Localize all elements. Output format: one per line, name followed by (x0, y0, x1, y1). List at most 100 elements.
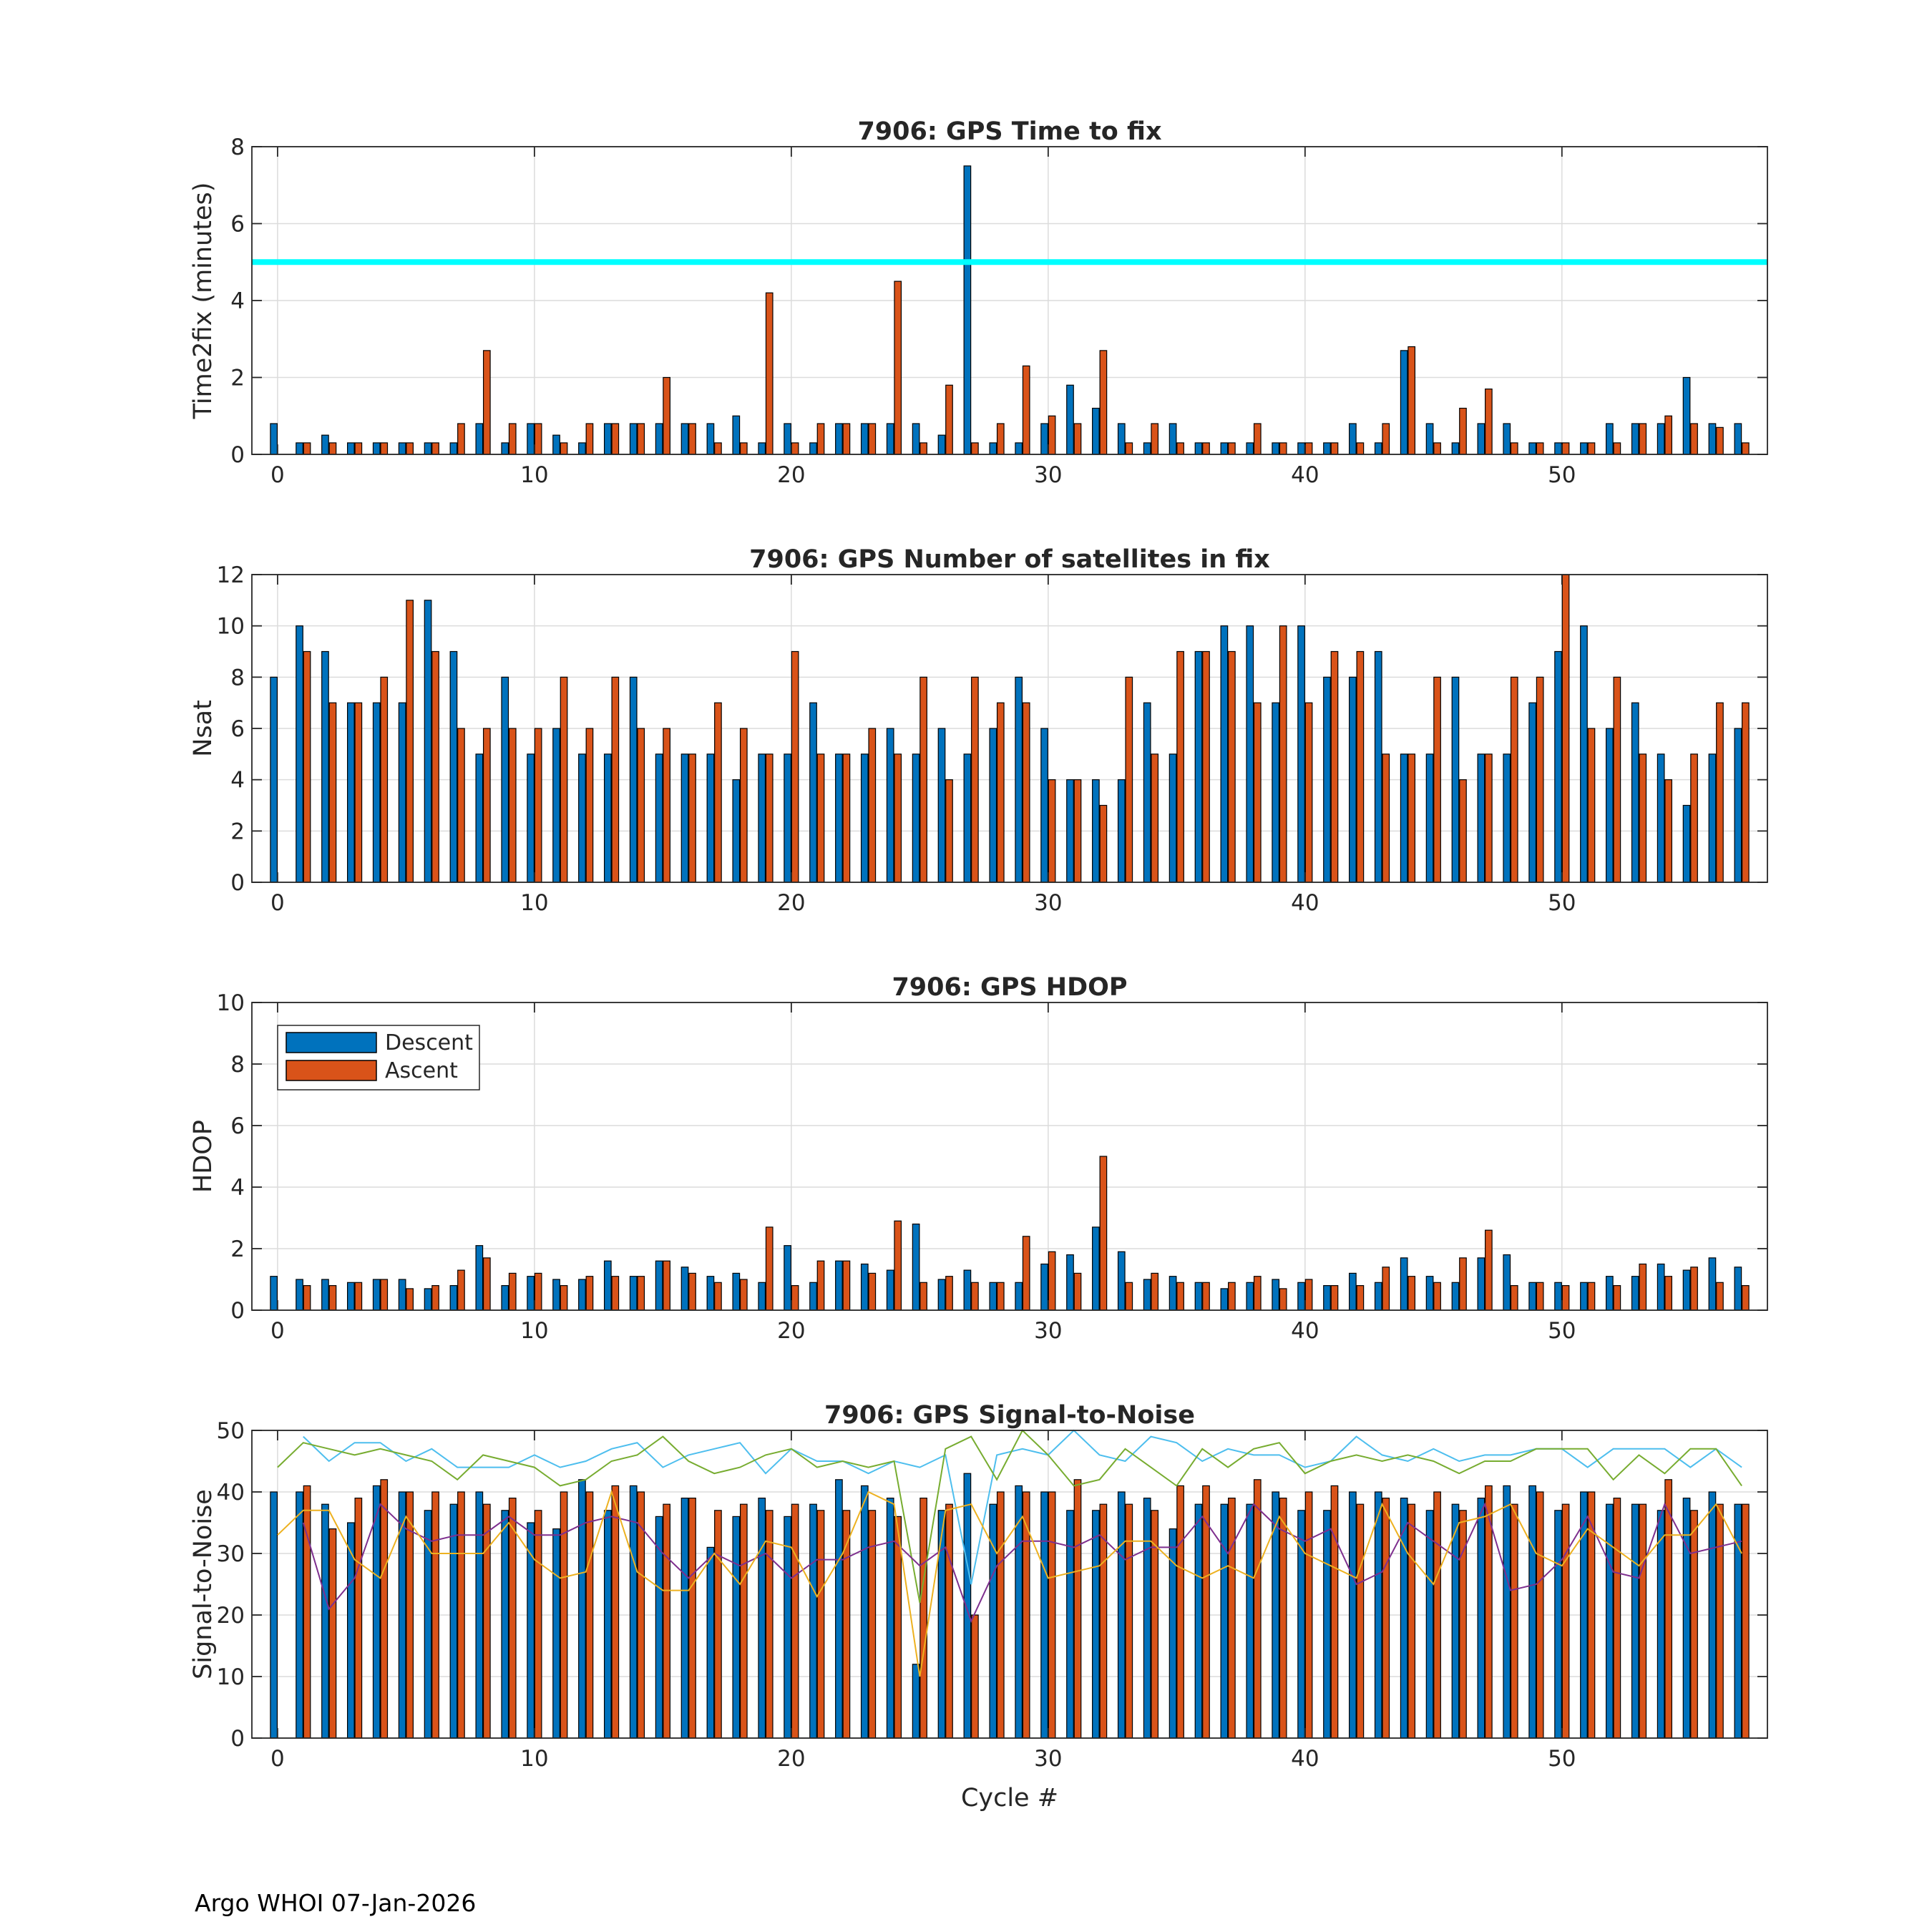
bar-descent (629, 423, 638, 455)
bar-descent (1297, 442, 1305, 455)
bar-ascent (894, 1220, 902, 1311)
bar-descent (1194, 1503, 1203, 1739)
bar-ascent (1690, 1267, 1698, 1311)
bar-descent (784, 1245, 791, 1311)
bar-descent (1400, 1257, 1408, 1311)
bar-descent (1528, 1485, 1537, 1739)
bar-descent (449, 650, 458, 883)
bar-descent (1657, 423, 1665, 455)
bar-descent (1708, 423, 1717, 455)
bar-ascent (534, 1272, 542, 1311)
bar-descent (1117, 1251, 1126, 1311)
bar-descent (835, 1479, 843, 1739)
bar-descent (1220, 1503, 1229, 1739)
bar-descent (1400, 753, 1408, 883)
bar-ascent (1330, 442, 1339, 455)
bar-ascent (1613, 442, 1621, 455)
bar-descent (886, 1498, 894, 1739)
bar-ascent (1304, 702, 1313, 883)
bar-ascent (406, 442, 414, 455)
bar-descent (527, 423, 535, 455)
bar-descent (296, 1491, 303, 1739)
bar-ascent (1407, 753, 1416, 883)
chart-title: 7906: GPS Number of satellites in fix (749, 545, 1270, 574)
bar-ascent (637, 728, 645, 883)
bar-descent (501, 1510, 509, 1739)
bar-descent (1580, 1491, 1588, 1739)
bar-descent (886, 423, 894, 455)
x-tick-label: 40 (1291, 462, 1319, 488)
bar-descent (1297, 1282, 1305, 1311)
bar-ascent (714, 1510, 722, 1739)
bar-descent (989, 1282, 997, 1311)
y-tick-label: 4 (230, 288, 245, 314)
bar-ascent (534, 423, 542, 455)
bar-ascent (868, 1510, 877, 1739)
bar-descent (1554, 442, 1562, 455)
bar-descent (346, 702, 355, 883)
y-axis-label: Time2fix (minutes) (189, 182, 218, 420)
bar-ascent (816, 1260, 825, 1311)
bar-descent (1169, 1276, 1177, 1311)
bar-ascent (380, 1479, 389, 1739)
x-tick-label: 0 (270, 1318, 285, 1344)
bar-descent (835, 1260, 843, 1311)
bar-descent (424, 600, 432, 883)
bar-ascent (1022, 1236, 1030, 1311)
bar-descent (296, 442, 303, 455)
bar-descent (989, 442, 997, 455)
bar-ascent (1022, 365, 1030, 455)
bar-ascent (534, 1510, 542, 1739)
bar-descent (1425, 1510, 1434, 1739)
bar-descent (1040, 728, 1048, 883)
bar-descent (1528, 702, 1537, 883)
bar-descent (346, 1522, 355, 1739)
bar-ascent (945, 1503, 953, 1739)
bar-ascent (1202, 1282, 1210, 1311)
bar-ascent (1125, 1503, 1133, 1739)
bar-ascent (1690, 753, 1698, 883)
bar-descent (1040, 423, 1048, 455)
bar-ascent (431, 1284, 439, 1311)
bar-descent (1554, 1282, 1562, 1311)
bar-ascent (1022, 1491, 1030, 1739)
bar-ascent (1407, 1503, 1416, 1739)
bar-ascent (971, 442, 979, 455)
bar-ascent (1099, 1156, 1108, 1311)
bar-ascent (1304, 442, 1313, 455)
bar-descent (758, 1282, 766, 1311)
bar-ascent (868, 728, 877, 883)
bar-ascent (1279, 1288, 1287, 1311)
bar-ascent (482, 728, 491, 883)
bar-ascent (508, 1498, 517, 1739)
bar-descent (501, 1284, 509, 1311)
legend-label-descent: Descent (385, 1030, 473, 1055)
bar-descent (1631, 702, 1639, 883)
bar-ascent (1356, 1284, 1365, 1311)
bar-ascent (560, 676, 568, 883)
y-tick-label: 10 (217, 990, 245, 1016)
bar-ascent (303, 650, 311, 883)
bar-descent (706, 753, 715, 883)
bar-ascent (663, 728, 670, 883)
bar-ascent (1459, 1257, 1467, 1311)
bar-descent (758, 1498, 766, 1739)
bar-ascent (1382, 423, 1390, 455)
bar-ascent (714, 702, 722, 883)
bar-descent (1708, 1491, 1717, 1739)
x-tick-label: 50 (1548, 1746, 1576, 1772)
bar-ascent (303, 442, 311, 455)
bar-ascent (1587, 442, 1596, 455)
bar-ascent (1279, 442, 1287, 455)
x-tick-label: 0 (270, 890, 285, 916)
bar-ascent (868, 423, 877, 455)
x-tick-label: 20 (777, 1746, 805, 1772)
bar-ascent (714, 442, 722, 455)
bar-descent (1092, 779, 1100, 883)
bar-ascent (663, 376, 670, 455)
bar-descent (527, 753, 535, 883)
bar-ascent (431, 650, 439, 883)
bar-ascent (354, 442, 363, 455)
bar-ascent (637, 1276, 645, 1311)
bar-descent (1734, 728, 1742, 883)
